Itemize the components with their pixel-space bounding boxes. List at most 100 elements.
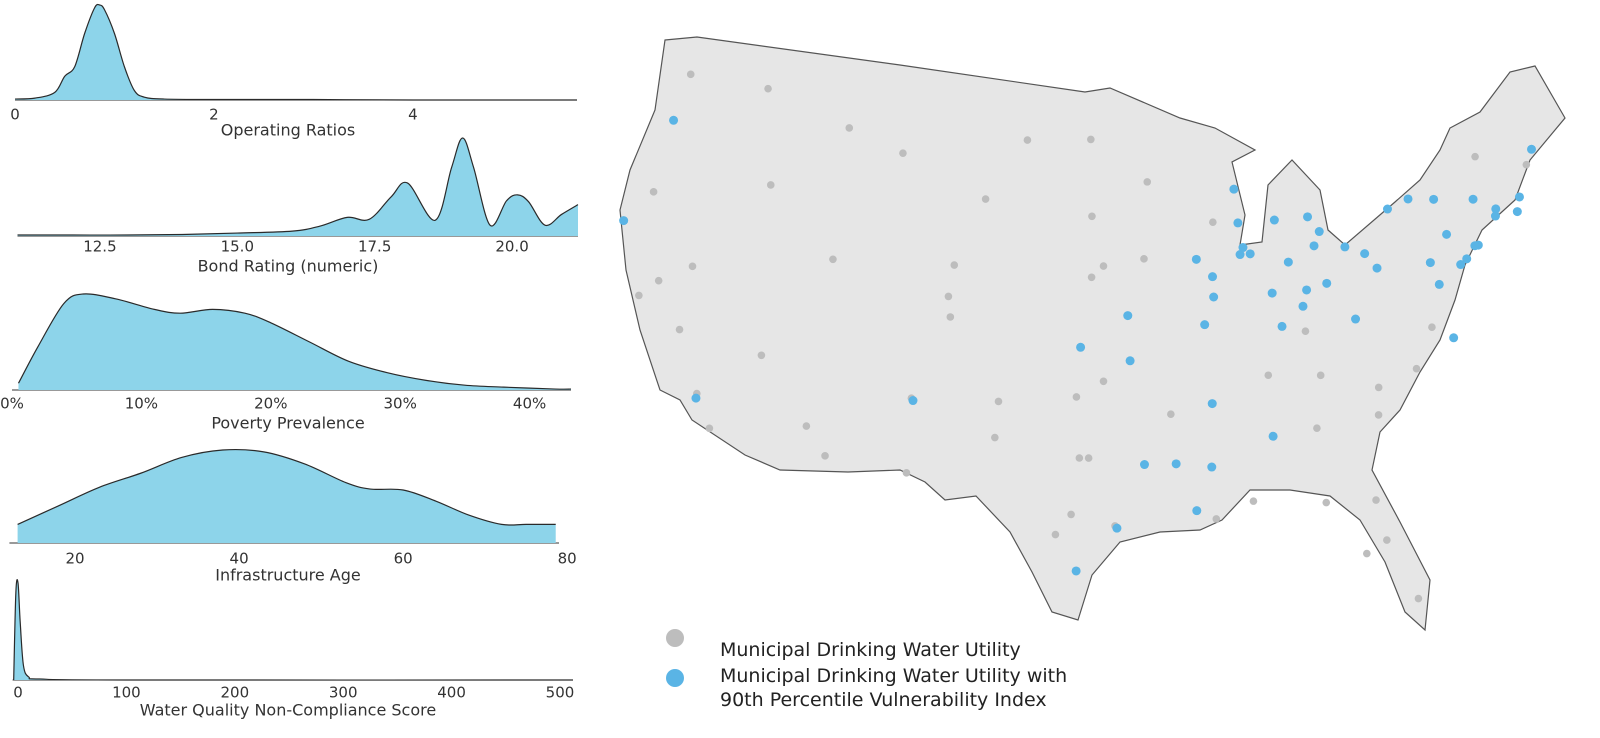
utility-dot — [691, 393, 701, 403]
utility-dot — [1071, 566, 1081, 576]
utility-dot — [1316, 371, 1325, 380]
x-tick-label: 0 — [10, 106, 20, 124]
x-tick-label: 15.0 — [221, 238, 254, 256]
utility-dot — [1442, 229, 1452, 239]
utility-dot — [635, 291, 643, 300]
utility-dot — [766, 181, 775, 189]
utility-dot — [649, 188, 658, 196]
utility-dot — [1139, 460, 1149, 470]
utility-dot — [1264, 371, 1273, 380]
utility-dot — [1314, 227, 1324, 237]
utility-dot — [1527, 144, 1537, 154]
x-tick-label: 100 — [112, 684, 141, 702]
utility-dot — [1167, 410, 1175, 419]
utility-dot — [1372, 496, 1380, 504]
utility-dot — [1383, 204, 1393, 214]
density-curve — [17, 448, 556, 526]
utility-dot — [705, 424, 714, 433]
utility-dot — [1462, 254, 1472, 264]
x-tick-label: 40% — [513, 395, 546, 413]
x-tick-label: 10% — [125, 395, 158, 413]
utility-dot — [821, 452, 829, 460]
utility-dot — [1209, 292, 1219, 302]
utility-dot — [802, 422, 811, 430]
utility-dot — [686, 70, 695, 79]
utility-dot — [1434, 279, 1444, 289]
utility-dot — [902, 469, 911, 477]
utility-dot — [1208, 272, 1218, 282]
utility-dot — [1268, 431, 1278, 441]
utility-dot — [1067, 510, 1075, 519]
x-axis-title: Bond Rating (numeric) — [198, 257, 379, 276]
utility-dot — [1425, 258, 1435, 268]
density-area — [17, 449, 556, 543]
utility-dot — [1112, 523, 1122, 533]
legend-label: Municipal Drinking Water Utility with 90… — [720, 665, 1068, 711]
x-tick-label: 30% — [384, 395, 417, 413]
utility-dot — [1267, 288, 1277, 298]
utility-dot — [1207, 399, 1217, 409]
utility-dot — [1023, 136, 1032, 144]
utility-dot — [1374, 383, 1383, 392]
legend-swatch — [666, 669, 684, 687]
x-tick-label: 40 — [230, 550, 249, 568]
utility-dot — [1238, 243, 1248, 253]
density-curve — [17, 293, 572, 390]
x-tick-label: 200 — [220, 684, 249, 702]
utility-dot — [1360, 249, 1370, 259]
utility-dot — [1414, 594, 1423, 603]
utility-dot — [991, 433, 999, 442]
utility-dot — [1207, 462, 1217, 472]
density-curve — [17, 137, 579, 236]
x-tick-label: 400 — [437, 684, 466, 702]
utility-dot — [1076, 342, 1086, 352]
utility-dot — [994, 397, 1003, 406]
utility-dot — [1351, 314, 1361, 324]
utility-dot — [829, 255, 837, 264]
utility-dot — [899, 149, 907, 157]
utility-dot — [1212, 515, 1221, 523]
x-axis-title: Operating Ratios — [221, 121, 356, 140]
utility-dot — [1309, 241, 1319, 251]
utility-dot — [1383, 536, 1391, 544]
utility-dot — [1428, 323, 1436, 332]
density-area — [18, 293, 571, 390]
utility-dot — [1088, 212, 1096, 221]
utility-dot — [1192, 506, 1202, 516]
utility-dot — [1374, 411, 1383, 419]
utility-dot — [908, 396, 918, 406]
utility-dot — [1233, 218, 1243, 228]
utility-dot — [1143, 178, 1152, 186]
utility-dot — [1099, 262, 1108, 270]
density-area — [17, 138, 578, 236]
utility-dot — [1340, 242, 1350, 252]
utility-dot — [1301, 327, 1310, 335]
utility-dot — [950, 261, 959, 269]
utility-dot — [1471, 152, 1479, 161]
x-axis-title: Infrastructure Age — [215, 566, 361, 585]
utility-dot — [1249, 497, 1258, 505]
utility-dot — [1412, 364, 1421, 373]
utility-dot — [1522, 160, 1531, 169]
utility-dot — [1245, 249, 1255, 259]
legend-label: Municipal Drinking Water Utility — [720, 639, 1021, 661]
utility-dot — [1125, 356, 1135, 366]
utility-dot — [1140, 255, 1148, 263]
utility-dot — [1099, 377, 1108, 386]
utility-dot — [1313, 424, 1321, 432]
utility-dot — [1372, 263, 1382, 273]
utility-dot — [1512, 207, 1522, 217]
utility-dot — [981, 195, 990, 203]
utility-dot — [1269, 215, 1279, 225]
utility-dot — [1403, 194, 1413, 204]
utility-dot — [1283, 257, 1293, 267]
utility-dot — [669, 115, 679, 125]
x-tick-label: 17.5 — [358, 238, 391, 256]
x-tick-label: 300 — [329, 684, 358, 702]
density-curve — [14, 3, 578, 101]
utility-dot — [1449, 333, 1459, 343]
density-area — [13, 579, 573, 681]
utility-dot — [1456, 260, 1466, 270]
utility-dot — [1087, 135, 1095, 144]
